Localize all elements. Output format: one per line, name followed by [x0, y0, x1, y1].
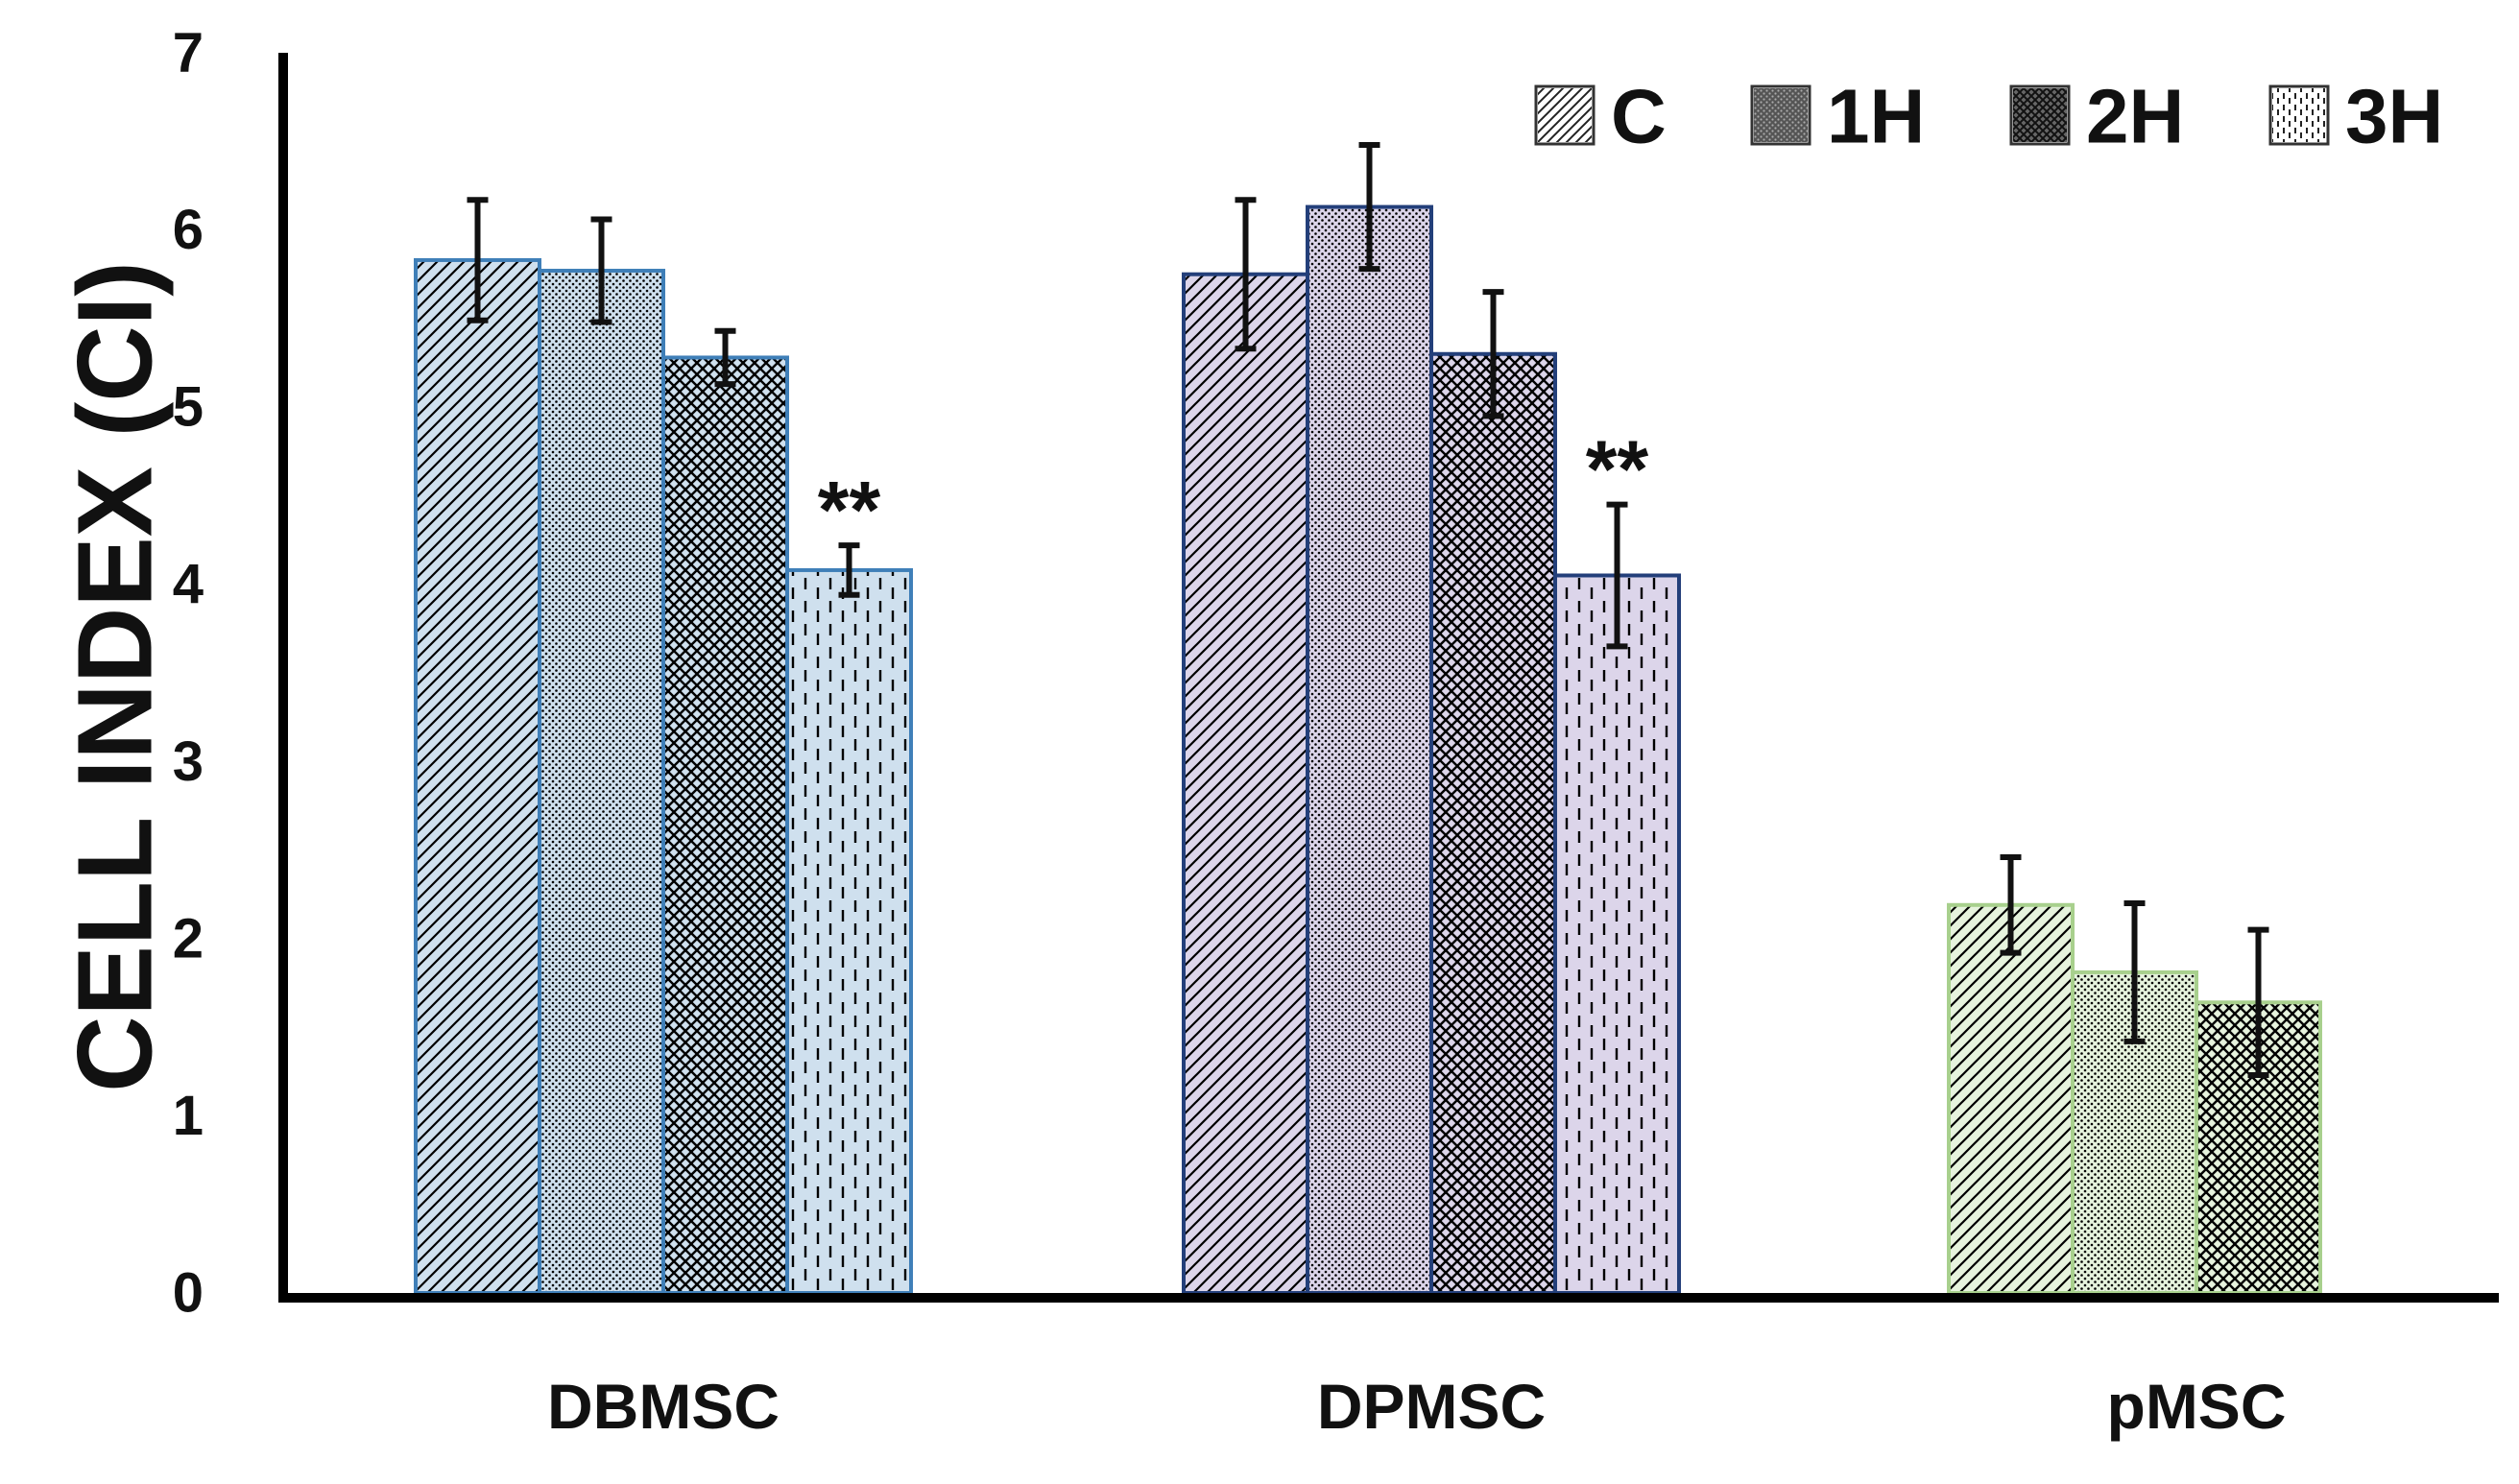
- legend-label: 1H: [1827, 74, 1925, 159]
- bar-dbmsc-c: [414, 257, 541, 1295]
- legend-label: 3H: [2345, 74, 2443, 159]
- error-bars-layer: [467, 141, 2269, 1078]
- legend-item-2h: 2H: [2009, 74, 2184, 159]
- bar-group-dbmsc: [414, 257, 913, 1296]
- bar-pmsc-c: [1947, 902, 2075, 1295]
- legend-item-1h: 1H: [1750, 74, 1925, 159]
- legend-item-3h: 3H: [2268, 74, 2443, 159]
- bar-dbmsc-1h: [538, 269, 665, 1296]
- error-bar-pmsc-1h: [2123, 899, 2146, 1044]
- bar-dbmsc-2h: [661, 355, 789, 1296]
- y-axis-label: CELL INDEX (CI): [57, 261, 175, 1092]
- bar-group-pmsc: [1947, 902, 2322, 1295]
- legend: C 1H 2H 3H: [1534, 74, 2443, 159]
- y-tick-label: 1: [173, 1085, 204, 1147]
- axes: [278, 53, 2499, 1303]
- x-category-labels: DBMSC DPMSC pMSC: [547, 1371, 2286, 1442]
- error-bar-dpmsc-c: [1235, 197, 1257, 352]
- bar-dbmsc-3h: [785, 567, 913, 1295]
- error-bar-dpmsc-3h: [1606, 501, 1628, 650]
- bar-group-dpmsc: [1182, 204, 1681, 1296]
- y-tick-label: 7: [173, 22, 204, 84]
- legend-swatch-pattern: [1538, 88, 1592, 142]
- significance-annotation: **: [1586, 424, 1649, 515]
- error-bar-dpmsc-2h: [1482, 289, 1504, 419]
- annotations-layer: ** **: [818, 424, 1649, 555]
- error-bar-dbmsc-3h: [838, 542, 860, 598]
- legend-label: C: [1611, 74, 1667, 159]
- y-tick-label: 5: [173, 376, 204, 439]
- legend-item-c: C: [1534, 74, 1667, 159]
- legend-swatch-pattern: [1754, 88, 1808, 142]
- y-tick-labels: 0 1 2 3 4 5 6 7: [173, 22, 204, 1325]
- y-tick-label: 4: [173, 553, 204, 615]
- y-tick-label: 3: [173, 730, 204, 793]
- y-tick-label: 6: [173, 199, 204, 261]
- error-bar-pmsc-2h: [2247, 926, 2269, 1078]
- x-category-label: pMSC: [2107, 1371, 2287, 1442]
- bar-dpmsc-c: [1182, 272, 1309, 1296]
- error-bar-dbmsc-1h: [590, 216, 612, 325]
- bar-dpmsc-2h: [1429, 351, 1557, 1295]
- y-tick-label: 2: [173, 907, 204, 969]
- significance-annotation: **: [818, 465, 881, 555]
- x-category-label: DPMSC: [1317, 1371, 1546, 1442]
- legend-swatch-pattern: [2013, 88, 2067, 142]
- legend-swatch-pattern: [2272, 88, 2326, 142]
- error-bar-dbmsc-2h: [714, 327, 736, 388]
- x-category-label: DBMSC: [547, 1371, 780, 1442]
- bar-dpmsc-3h: [1553, 573, 1681, 1295]
- bar-dpmsc-1h: [1306, 204, 1433, 1295]
- bars-layer: [414, 204, 2322, 1296]
- error-bar-pmsc-c: [2000, 853, 2022, 956]
- error-bar-dpmsc-1h: [1358, 141, 1380, 273]
- legend-label: 2H: [2086, 74, 2184, 159]
- y-tick-label: 0: [173, 1262, 204, 1325]
- error-bar-dbmsc-c: [467, 197, 489, 323]
